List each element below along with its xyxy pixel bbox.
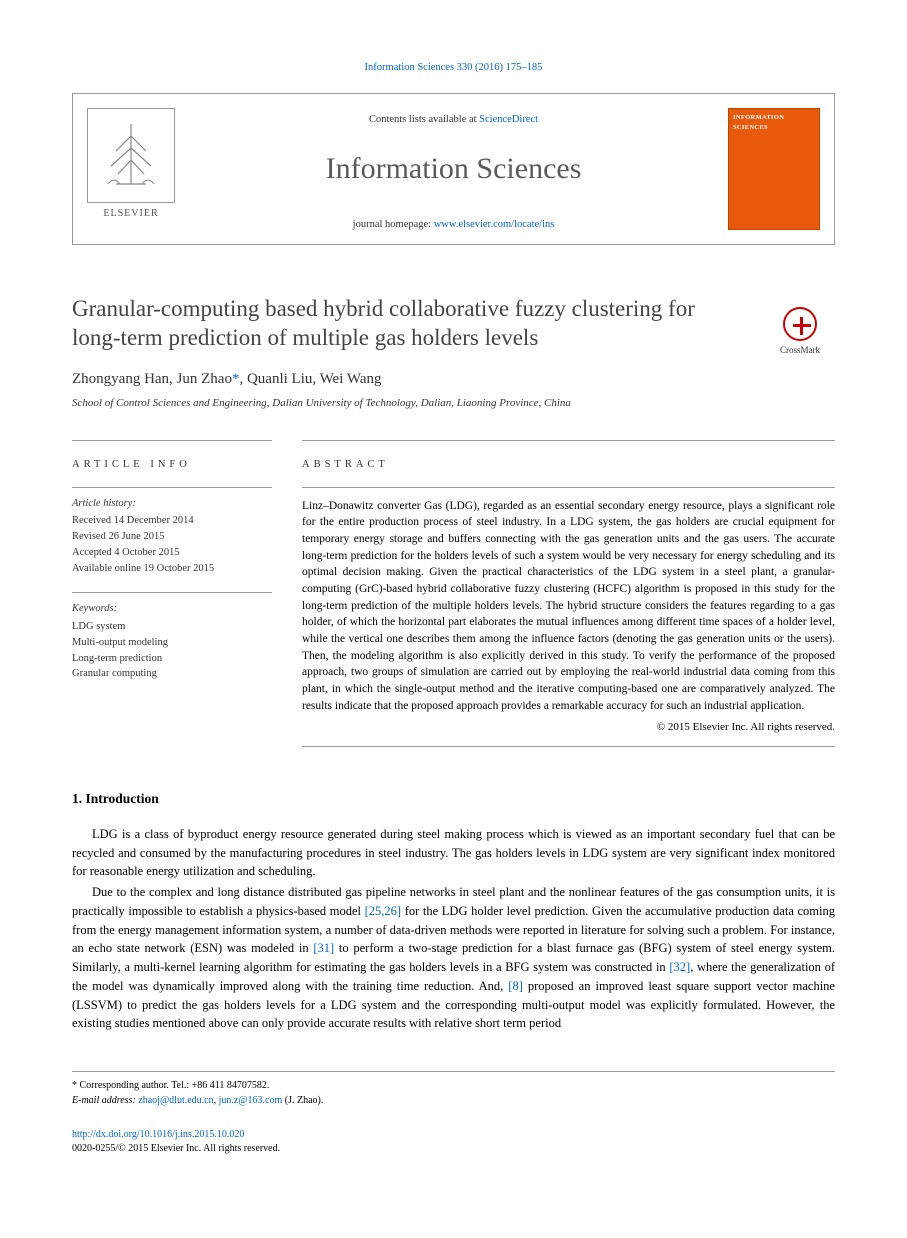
history-head: Article history: xyxy=(72,496,272,512)
elsevier-tree-icon xyxy=(87,108,175,203)
keyword-4: Granular computing xyxy=(72,666,272,682)
citation-31[interactable]: [31] xyxy=(313,941,334,955)
article-title: Granular-computing based hybrid collabor… xyxy=(72,295,835,353)
history-online: Available online 19 October 2015 xyxy=(72,561,272,577)
cover-title: INFORMATION SCIENCES xyxy=(733,113,815,132)
citation-25-26[interactable]: [25,26] xyxy=(365,904,401,918)
citation-32[interactable]: [32] xyxy=(669,960,690,974)
crossmark-label: CrossMark xyxy=(765,344,835,357)
crossmark-icon xyxy=(783,307,817,341)
abstract-column: ABSTRACT Linz–Donawitz converter Gas (LD… xyxy=(302,440,835,747)
elsevier-logo: ELSEVIER xyxy=(87,108,175,230)
article-info-column: ARTICLE INFO Article history: Received 1… xyxy=(72,440,272,747)
contents-available-line: Contents lists available at ScienceDirec… xyxy=(91,112,816,127)
homepage-prefix: journal homepage: xyxy=(353,219,434,230)
abstract-text: Linz–Donawitz converter Gas (LDG), regar… xyxy=(302,498,835,715)
journal-header-box: ELSEVIER INFORMATION SCIENCES Contents l… xyxy=(72,93,835,245)
email-link-2[interactable]: jun.z@163.com xyxy=(219,1095,283,1106)
doi-link[interactable]: http://dx.doi.org/10.1016/j.ins.2015.10.… xyxy=(72,1129,244,1140)
authors-part1: Zhongyang Han, Jun Zhao xyxy=(72,371,232,387)
history-revised: Revised 26 June 2015 xyxy=(72,529,272,545)
authors-part2: , Quanli Liu, Wei Wang xyxy=(239,371,381,387)
authors-line: Zhongyang Han, Jun Zhao*, Quanli Liu, We… xyxy=(72,369,835,391)
crossmark-badge[interactable]: CrossMark xyxy=(765,307,835,367)
history-accepted: Accepted 4 October 2015 xyxy=(72,545,272,561)
keywords-head: Keywords: xyxy=(72,601,272,617)
article-history-block: Article history: Received 14 December 20… xyxy=(72,487,272,577)
email-label: E-mail address: xyxy=(72,1095,138,1106)
copyright-line: © 2015 Elsevier Inc. All rights reserved… xyxy=(302,720,835,736)
journal-title: Information Sciences xyxy=(91,147,816,191)
homepage-link[interactable]: www.elsevier.com/locate/ins xyxy=(434,219,555,230)
abstract-bottom-divider xyxy=(302,746,835,747)
introduction-heading: 1. Introduction xyxy=(72,789,835,809)
article-info-heading: ARTICLE INFO xyxy=(72,457,272,472)
email-line: E-mail address: zhaoj@dlut.edu.cn, jun.z… xyxy=(72,1093,835,1108)
sciencedirect-link[interactable]: ScienceDirect xyxy=(479,114,538,125)
email-suffix: (J. Zhao). xyxy=(282,1095,323,1106)
footnotes: * Corresponding author. Tel.: +86 411 84… xyxy=(72,1071,835,1108)
elsevier-wordmark: ELSEVIER xyxy=(87,207,175,222)
keyword-2: Multi-output modeling xyxy=(72,635,272,651)
issn-copyright: 0020-0255/© 2015 Elsevier Inc. All right… xyxy=(72,1142,835,1156)
affiliation: School of Control Sciences and Engineeri… xyxy=(72,396,835,412)
journal-cover-thumbnail: INFORMATION SCIENCES xyxy=(728,108,820,230)
keyword-1: LDG system xyxy=(72,619,272,635)
journal-reference: Information Sciences 330 (2016) 175–185 xyxy=(72,60,835,75)
corresponding-author-note: * Corresponding author. Tel.: +86 411 84… xyxy=(72,1078,835,1093)
keywords-block: Keywords: LDG system Multi-output modeli… xyxy=(72,592,272,682)
contents-prefix: Contents lists available at xyxy=(369,114,479,125)
citation-8[interactable]: [8] xyxy=(508,979,523,993)
keyword-3: Long-term prediction xyxy=(72,651,272,667)
history-received: Received 14 December 2014 xyxy=(72,513,272,529)
abstract-heading: ABSTRACT xyxy=(302,457,835,472)
intro-paragraph-1: LDG is a class of byproduct energy resou… xyxy=(72,825,835,881)
doi-block: http://dx.doi.org/10.1016/j.ins.2015.10.… xyxy=(72,1128,835,1156)
journal-homepage-line: journal homepage: www.elsevier.com/locat… xyxy=(91,217,816,232)
email-link-1[interactable]: zhaoj@dlut.edu.cn xyxy=(138,1095,213,1106)
intro-paragraph-2: Due to the complex and long distance dis… xyxy=(72,883,835,1033)
